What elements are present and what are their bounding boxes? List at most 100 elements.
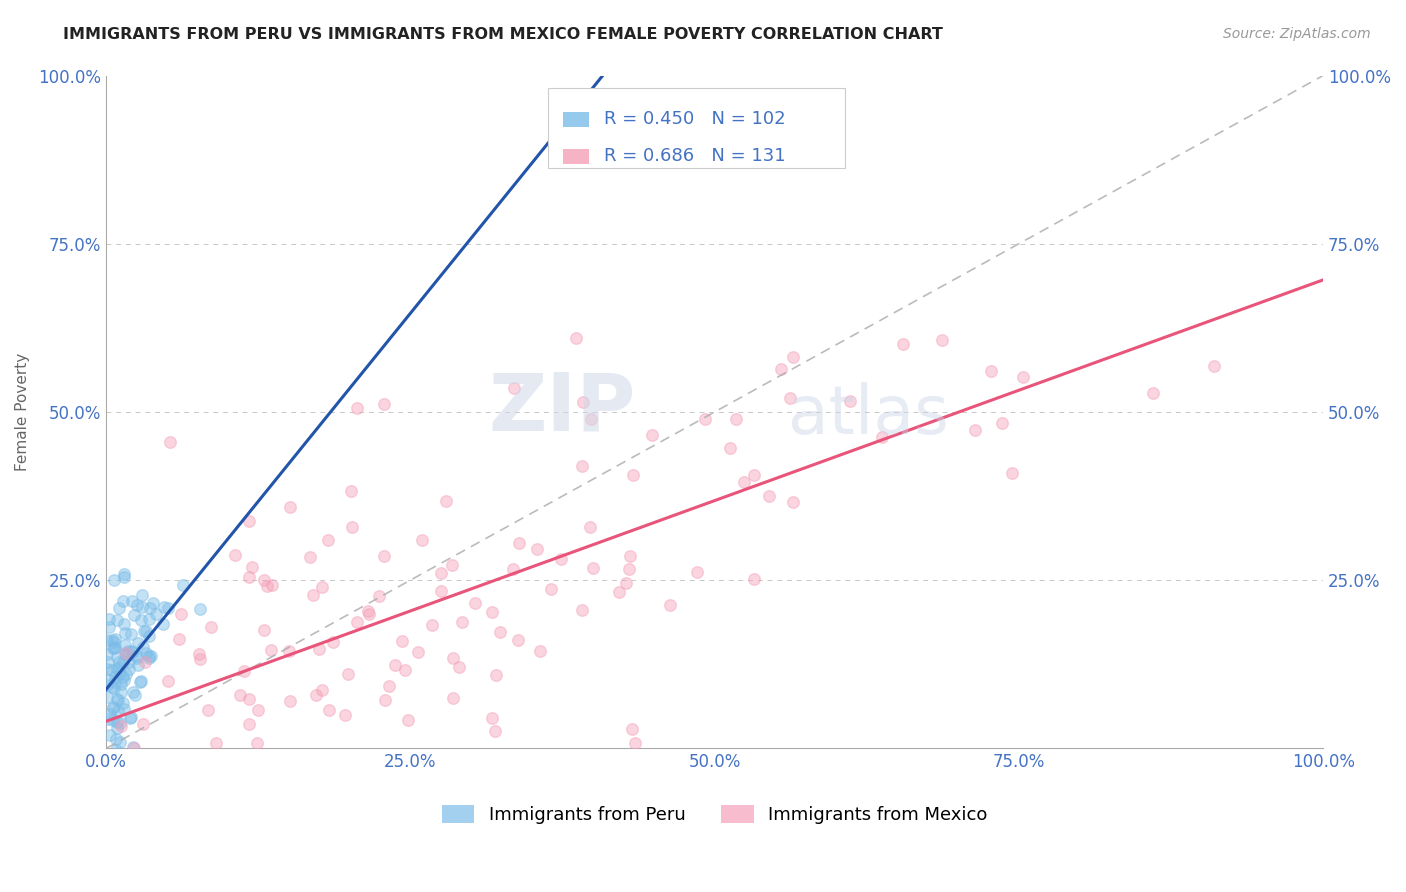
Point [411,533,433,547]
Point [96,662,118,676]
Point [1012,370,1035,384]
Point [108,735,131,749]
Point [96,647,118,661]
Point [110,719,132,733]
Point [1142,386,1164,401]
Point [299,549,322,564]
Point [157,601,180,615]
Point [121,594,143,608]
Point [107,661,129,675]
Point [579,411,602,425]
Point [101,699,124,714]
Point [131,588,153,602]
Point [340,483,363,498]
Point [931,333,953,347]
Point [742,572,765,586]
Point [131,600,153,615]
Point [481,711,503,725]
Point [508,535,530,549]
Point [891,337,914,351]
Point [231,795,253,809]
Point [105,613,128,627]
Point [101,632,124,647]
Y-axis label: Female Poverty: Female Poverty [15,353,30,471]
Point [131,640,153,654]
Point [238,692,260,706]
Point [484,724,506,739]
Point [104,743,127,757]
Point [112,570,135,584]
Point [132,717,155,731]
Point [485,668,508,682]
Point [101,713,124,727]
Point [118,655,141,669]
Point [112,566,135,581]
Point [127,658,149,673]
Point [368,589,391,603]
Point [733,475,755,489]
Point [112,594,135,608]
Point [357,604,380,618]
Point [991,416,1014,430]
Point [506,633,529,648]
Point [346,615,368,629]
Point [619,549,641,564]
Point [252,573,274,587]
Point [105,662,128,676]
Point [138,650,160,665]
Point [718,442,741,456]
Point [621,468,644,483]
Point [112,617,135,632]
Point [104,670,127,684]
Point [872,430,894,444]
Point [322,634,344,648]
Point [170,607,193,621]
Point [145,607,167,621]
Point [138,612,160,626]
FancyBboxPatch shape [562,149,589,163]
Point [121,644,143,658]
Text: Source: ZipAtlas.com: Source: ZipAtlas.com [1223,27,1371,41]
Point [197,703,219,717]
Point [641,428,664,442]
Point [112,673,135,687]
Point [112,670,135,684]
Text: atlas: atlas [787,383,949,449]
Point [205,736,228,750]
Text: IMMIGRANTS FROM PERU VS IMMIGRANTS FROM MEXICO FEMALE POVERTY CORRELATION CHART: IMMIGRANTS FROM PERU VS IMMIGRANTS FROM … [63,27,943,42]
Point [440,558,463,573]
Point [101,663,124,677]
Point [105,714,128,729]
Point [308,642,330,657]
Point [420,618,443,632]
Point [565,330,588,344]
Point [582,561,605,575]
Point [97,612,120,626]
Text: ZIP: ZIP [488,369,636,448]
Point [406,644,429,658]
Point [103,634,125,648]
Point [238,717,260,731]
Point [384,657,406,672]
Point [114,638,136,652]
Point [127,651,149,665]
Point [305,688,328,702]
Point [316,533,339,547]
Point [104,731,127,746]
Point [122,607,145,622]
Point [120,626,142,640]
Point [980,364,1002,378]
Point [540,582,562,596]
Point [779,391,801,405]
Point [429,584,451,599]
Point [373,397,395,411]
Point [256,579,278,593]
Point [246,736,269,750]
Point [229,688,252,702]
Point [138,601,160,615]
Point [374,693,396,707]
Point [97,673,120,687]
Point [260,643,283,657]
Point [172,578,194,592]
Point [115,646,138,660]
